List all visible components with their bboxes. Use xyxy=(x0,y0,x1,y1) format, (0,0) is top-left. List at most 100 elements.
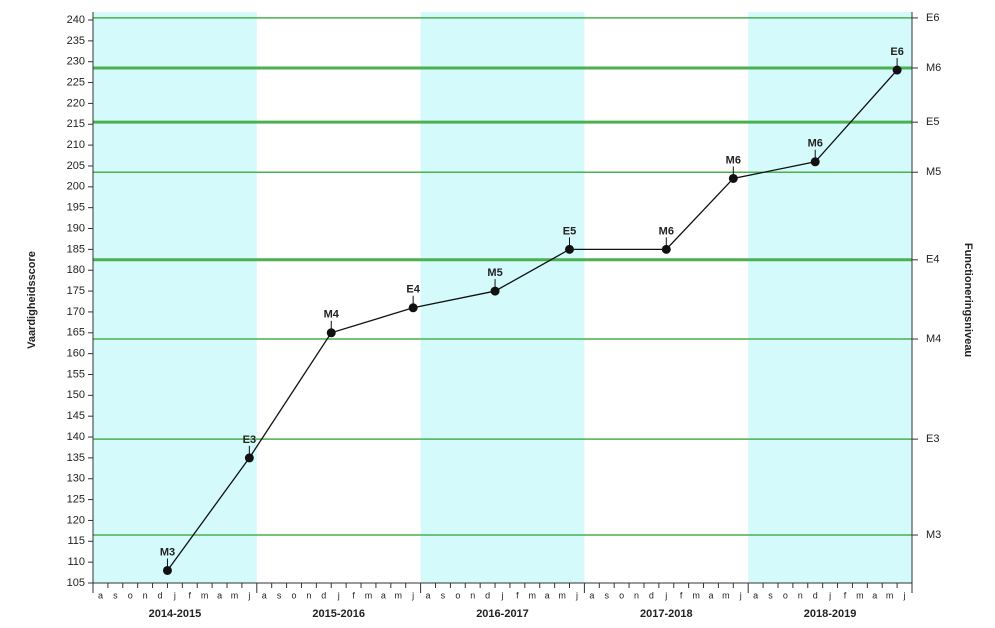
point-label: M6 xyxy=(808,138,823,150)
month-label: m xyxy=(395,590,403,600)
y-tick-label: 230 xyxy=(67,56,85,68)
month-label: j xyxy=(247,590,250,600)
y-tick-label: 220 xyxy=(67,97,85,109)
y2-axis-label: Functioneringsniveau xyxy=(962,243,974,357)
month-label: s xyxy=(604,590,609,600)
month-label: o xyxy=(292,590,297,600)
year-band xyxy=(420,12,585,583)
month-label: a xyxy=(545,590,550,600)
month-label: m xyxy=(692,590,700,600)
y2-tick-label: M4 xyxy=(926,333,941,345)
point-label: M6 xyxy=(726,154,741,166)
y-tick-label: 215 xyxy=(67,118,85,130)
y-tick-label: 120 xyxy=(67,514,85,526)
y-tick-label: 170 xyxy=(67,306,85,318)
y-tick-label: 125 xyxy=(67,493,85,505)
month-label: d xyxy=(321,590,326,600)
month-label: m xyxy=(365,590,373,600)
month-label: f xyxy=(680,590,683,600)
month-label: j xyxy=(903,590,906,600)
month-label: m xyxy=(231,590,239,600)
month-label: m xyxy=(529,590,537,600)
month-label: f xyxy=(189,590,192,600)
month-label: j xyxy=(575,590,578,600)
year-label: 2017-2018 xyxy=(640,608,693,620)
y-tick-label: 155 xyxy=(67,368,85,380)
month-label: j xyxy=(337,590,340,600)
month-label: m xyxy=(886,590,894,600)
y2-tick-label: M6 xyxy=(926,62,941,74)
month-label: a xyxy=(98,590,103,600)
y-tick-label: 235 xyxy=(67,35,85,47)
month-label: s xyxy=(441,590,446,600)
month-label: n xyxy=(634,590,639,600)
y-axis-label: Vaardigheidsscore xyxy=(26,251,38,349)
y2-tick-label: E3 xyxy=(926,433,939,445)
year-label: 2015-2016 xyxy=(312,608,365,620)
y-tick-label: 205 xyxy=(67,160,85,172)
y-tick-label: 190 xyxy=(67,222,85,234)
month-label: j xyxy=(411,590,414,600)
y2-tick-label: M3 xyxy=(926,529,941,541)
month-label: a xyxy=(262,590,267,600)
y2-tick-label: E4 xyxy=(926,254,939,266)
month-label: j xyxy=(828,590,831,600)
y2-tick-label: E6 xyxy=(926,12,939,24)
month-label: d xyxy=(649,590,654,600)
point-label: M4 xyxy=(324,309,340,321)
y-tick-label: 160 xyxy=(67,348,85,360)
y-tick-label: 210 xyxy=(67,139,85,151)
month-label: n xyxy=(143,590,148,600)
month-label: o xyxy=(783,590,788,600)
month-label: j xyxy=(501,590,504,600)
month-label: a xyxy=(753,590,758,600)
y-tick-label: 130 xyxy=(67,473,85,485)
y-tick-label: 140 xyxy=(67,431,85,443)
y2-tick-label: E5 xyxy=(926,116,939,128)
month-label: m xyxy=(722,590,730,600)
month-label: a xyxy=(872,590,877,600)
point-label: M6 xyxy=(659,225,674,237)
point-label: E3 xyxy=(243,434,256,446)
month-label: s xyxy=(768,590,773,600)
month-label: d xyxy=(485,590,490,600)
y-tick-label: 135 xyxy=(67,452,85,464)
point-label: M5 xyxy=(487,267,502,279)
month-label: j xyxy=(739,590,742,600)
month-label: a xyxy=(708,590,713,600)
month-label: o xyxy=(128,590,133,600)
y-tick-label: 165 xyxy=(67,327,85,339)
data-line xyxy=(166,69,898,571)
month-label: f xyxy=(352,590,355,600)
month-label: n xyxy=(306,590,311,600)
point-label: E4 xyxy=(406,284,420,296)
y-tick-label: 200 xyxy=(67,181,85,193)
y-tick-label: 225 xyxy=(67,76,85,88)
y2-tick-label: M5 xyxy=(926,166,941,178)
y-tick-label: 110 xyxy=(67,556,85,568)
point-label: M3 xyxy=(160,546,175,558)
y-tick-label: 175 xyxy=(67,285,85,297)
month-label: d xyxy=(158,590,163,600)
y-tick-label: 105 xyxy=(67,577,85,589)
y-tick-label: 195 xyxy=(67,202,85,214)
point-label: E6 xyxy=(890,46,903,58)
y-tick-label: 145 xyxy=(67,410,85,422)
month-label: m xyxy=(201,590,209,600)
month-label: m xyxy=(558,590,566,600)
year-band xyxy=(748,12,912,583)
year-label: 2018-2019 xyxy=(804,608,857,620)
month-label: m xyxy=(856,590,864,600)
month-label: s xyxy=(113,590,118,600)
month-label: a xyxy=(426,590,431,600)
year-label: 2014-2015 xyxy=(149,608,202,620)
month-label: d xyxy=(813,590,818,600)
y-tick-label: 115 xyxy=(67,535,85,547)
month-label: f xyxy=(516,590,519,600)
month-label: n xyxy=(470,590,475,600)
year-label: 2016-2017 xyxy=(476,608,529,620)
month-label: j xyxy=(664,590,667,600)
month-label: f xyxy=(844,590,847,600)
month-label: o xyxy=(619,590,624,600)
